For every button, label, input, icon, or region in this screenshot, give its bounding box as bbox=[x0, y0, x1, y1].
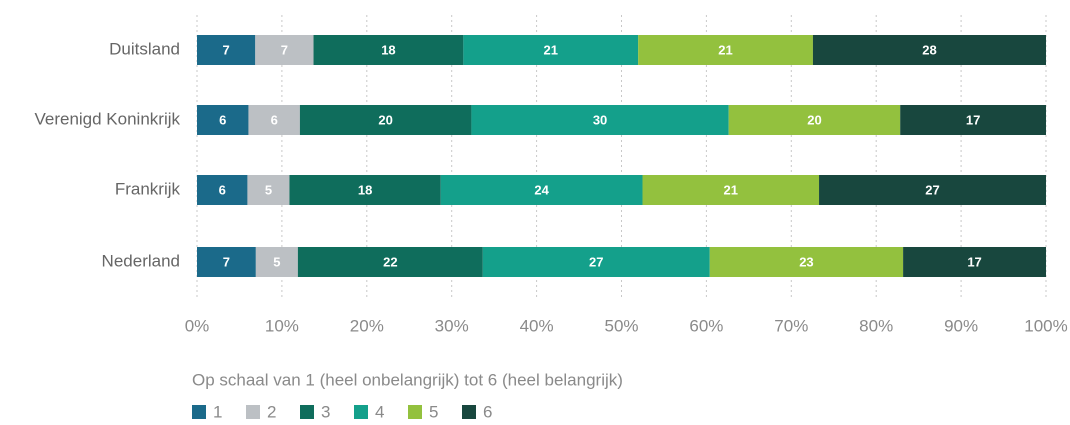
value-label: 27 bbox=[589, 254, 603, 269]
category-label: Nederland bbox=[102, 251, 180, 270]
value-label: 6 bbox=[219, 182, 226, 197]
bar-segment bbox=[903, 247, 1046, 277]
value-label: 24 bbox=[534, 182, 549, 197]
value-label: 27 bbox=[925, 182, 939, 197]
x-tick-label: 40% bbox=[520, 316, 554, 335]
bar-segment bbox=[471, 105, 729, 135]
bar-segment bbox=[728, 105, 901, 135]
legend-label: 4 bbox=[375, 402, 384, 421]
legend-swatch bbox=[192, 405, 206, 419]
value-label: 18 bbox=[381, 42, 395, 57]
value-label: 6 bbox=[271, 112, 278, 127]
bar-segment bbox=[440, 175, 643, 205]
value-label: 20 bbox=[807, 112, 821, 127]
value-label: 17 bbox=[966, 112, 980, 127]
bar-segment bbox=[197, 35, 256, 65]
category-label: Verenigd Koninkrijk bbox=[34, 109, 180, 128]
bar-segment bbox=[482, 247, 710, 277]
category-label: Duitsland bbox=[109, 39, 180, 58]
bar-segment bbox=[709, 247, 904, 277]
bar-segment bbox=[247, 175, 290, 205]
axis-label: Op schaal van 1 (heel onbelangrijk) tot … bbox=[192, 370, 623, 389]
value-label: 17 bbox=[967, 254, 981, 269]
value-label: 5 bbox=[265, 182, 272, 197]
bar-segment bbox=[638, 35, 813, 65]
bar-segment bbox=[255, 35, 314, 65]
legend-label: 6 bbox=[483, 402, 492, 421]
legend-label: 5 bbox=[429, 402, 438, 421]
bar-segment bbox=[197, 247, 256, 277]
value-label: 7 bbox=[223, 42, 230, 57]
value-label: 7 bbox=[281, 42, 288, 57]
value-label: 6 bbox=[219, 112, 226, 127]
legend-label: 2 bbox=[267, 402, 276, 421]
x-tick-label: 100% bbox=[1024, 316, 1067, 335]
bar-segment bbox=[812, 35, 1046, 65]
value-label: 28 bbox=[922, 42, 936, 57]
value-label: 22 bbox=[383, 254, 397, 269]
bar-segment bbox=[255, 247, 298, 277]
x-tick-label: 60% bbox=[689, 316, 723, 335]
value-label: 23 bbox=[799, 254, 813, 269]
bar-segment bbox=[197, 105, 249, 135]
x-tick-label: 80% bbox=[859, 316, 893, 335]
bar-segment bbox=[900, 105, 1046, 135]
bar-segment bbox=[819, 175, 1046, 205]
category-label: Frankrijk bbox=[115, 179, 181, 198]
x-tick-label: 50% bbox=[604, 316, 638, 335]
value-label: 5 bbox=[273, 254, 280, 269]
legend-swatch bbox=[462, 405, 476, 419]
value-label: 18 bbox=[358, 182, 372, 197]
bar-segment bbox=[299, 105, 472, 135]
bar-segment bbox=[313, 35, 464, 65]
value-label: 21 bbox=[724, 182, 738, 197]
bar-segment bbox=[463, 35, 639, 65]
legend-swatch bbox=[354, 405, 368, 419]
x-tick-label: 70% bbox=[774, 316, 808, 335]
bar-segment bbox=[197, 175, 248, 205]
bar-segment bbox=[289, 175, 441, 205]
value-label: 30 bbox=[593, 112, 607, 127]
legend-label: 3 bbox=[321, 402, 330, 421]
legend-swatch bbox=[408, 405, 422, 419]
x-tick-label: 20% bbox=[350, 316, 384, 335]
legend-swatch bbox=[300, 405, 314, 419]
x-tick-label: 0% bbox=[185, 316, 210, 335]
bar-segment bbox=[297, 247, 483, 277]
value-label: 7 bbox=[223, 254, 230, 269]
bar-segment bbox=[642, 175, 820, 205]
value-label: 21 bbox=[718, 42, 732, 57]
legend-label: 1 bbox=[213, 402, 222, 421]
x-tick-label: 30% bbox=[435, 316, 469, 335]
bar-segment bbox=[248, 105, 300, 135]
x-tick-label: 10% bbox=[265, 316, 299, 335]
value-label: 21 bbox=[544, 42, 558, 57]
value-label: 20 bbox=[378, 112, 392, 127]
legend-swatch bbox=[246, 405, 260, 419]
x-tick-label: 90% bbox=[944, 316, 978, 335]
